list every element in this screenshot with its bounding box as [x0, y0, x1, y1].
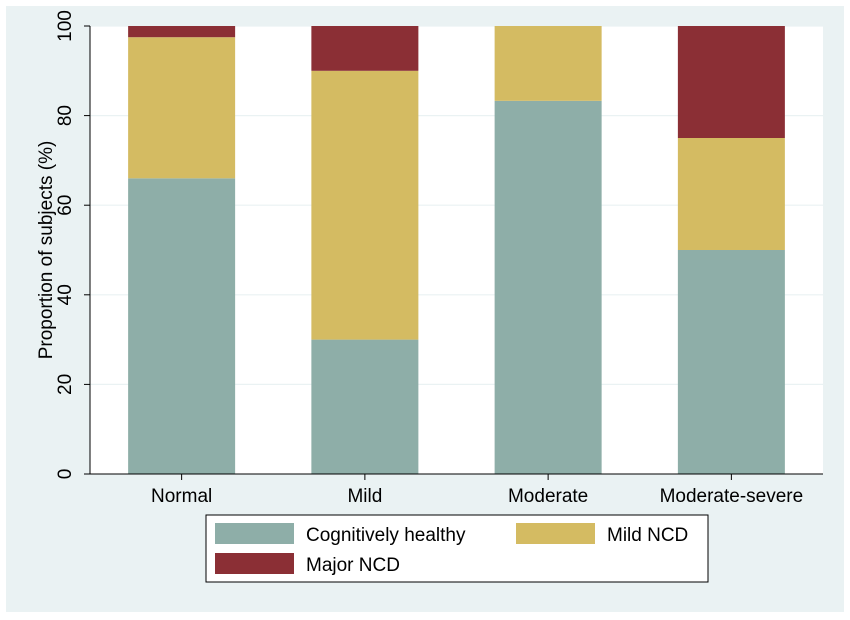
- y-tick-label-100: 100: [55, 10, 76, 42]
- bar-mild-cognitively-healthy: [311, 339, 419, 474]
- legend-swatch-mild-ncd: [516, 523, 595, 544]
- legend-label-mild-ncd: Mild NCD: [607, 525, 688, 546]
- bar-normal-mild-ncd: [128, 37, 236, 179]
- y-tick-label-60: 60: [55, 195, 76, 216]
- y-ticks: 0 20 40 60 80 100: [55, 10, 90, 479]
- y-axis-title: Proportion of subjects (%): [36, 141, 57, 360]
- y-tick-label-20: 20: [55, 374, 76, 395]
- legend: Cognitively healthy Mild NCD Major NCD: [205, 514, 709, 583]
- x-tick-label-0: Normal: [151, 486, 212, 507]
- bar-moderate-severe-cognitively-healthy: [677, 250, 785, 474]
- y-tick-label-40: 40: [55, 284, 76, 305]
- bars: [128, 26, 785, 474]
- legend-label-major-ncd: Major NCD: [306, 555, 400, 576]
- legend-label-cognitively-healthy: Cognitively healthy: [306, 525, 466, 546]
- bar-moderate-severe-mild-ncd: [677, 138, 785, 250]
- x-tick-label-2: Moderate: [508, 486, 588, 507]
- x-tick-label-3: Moderate-severe: [660, 486, 804, 507]
- bar-moderate-mild-ncd: [494, 26, 602, 101]
- y-tick-label-80: 80: [55, 105, 76, 126]
- bar-mild-major-ncd: [311, 26, 419, 71]
- legend-swatch-major-ncd: [215, 553, 294, 574]
- bar-normal-major-ncd: [128, 26, 236, 38]
- bar-normal-cognitively-healthy: [128, 178, 236, 474]
- bar-moderate-cognitively-healthy: [494, 100, 602, 474]
- legend-swatch-cognitively-healthy: [215, 523, 294, 544]
- y-tick-label-0: 0: [55, 469, 76, 480]
- axes: [89, 26, 823, 475]
- x-tick-label-1: Mild: [347, 486, 382, 507]
- bar-mild-mild-ncd: [311, 70, 419, 340]
- x-ticks: Normal Mild Moderate Moderate-severe: [151, 474, 803, 507]
- bar-moderate-severe-major-ncd: [677, 26, 785, 138]
